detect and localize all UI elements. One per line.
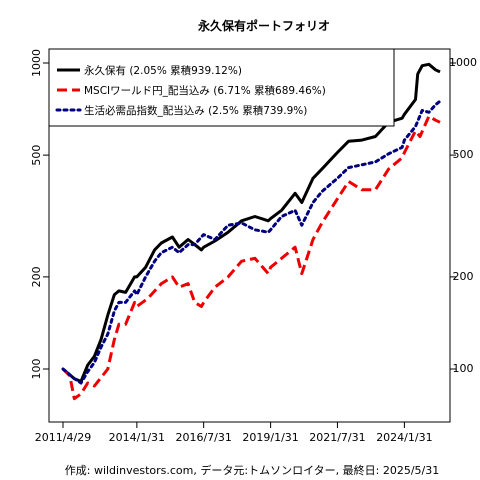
y-tick-label-left: 1000 (30, 49, 43, 77)
y-tick-label-right: 100 (453, 362, 474, 375)
legend-label-3: 生活必需品指数_配当込み (2.5% 累積739.9%) (84, 104, 307, 117)
x-axis: 2011/4/29 2014/1/31 2016/7/31 2019/1/31 2021… (35, 422, 433, 444)
legend-label-1: 永久保有 (2.05% 累積939.12%) (84, 64, 242, 77)
y-tick-label-left: 100 (30, 359, 43, 380)
series-layer (61, 62, 442, 401)
series-line-3 (61, 99, 442, 385)
legend-label-2: MSCIワールド円_配当込み (6.71% 累積689.46%) (84, 84, 326, 97)
y-tick-label-right: 200 (453, 270, 474, 283)
chart-caption: 作成: wildinvestors.com, データ元:トムソンロイター, 最終… (65, 463, 439, 477)
x-tick-label: 2019/1/31 (242, 431, 298, 444)
y-axis-right: 100 200 500 1000 (449, 56, 477, 375)
x-tick-label: 2014/1/31 (109, 431, 165, 444)
legend: 永久保有 (2.05% 累積939.12%) MSCIワールド円_配当込み (6.… (48, 48, 395, 127)
y-tick-label-right: 500 (453, 148, 474, 161)
legend-box (48, 48, 395, 127)
y-tick-label-left: 500 (30, 145, 43, 166)
y-tick-label-left: 200 (30, 266, 43, 287)
series-line-2 (61, 114, 441, 401)
chart-title: 永久保有ポートフォリオ (197, 18, 330, 33)
x-tick-label: 2024/1/31 (376, 431, 432, 444)
y-tick-label-right: 1000 (449, 56, 477, 69)
y-axis-left: 100 200 500 1000 (30, 49, 49, 380)
x-tick-label: 2016/7/31 (175, 431, 231, 444)
series-line-1 (62, 62, 441, 383)
x-tick-label: 2011/4/29 (35, 431, 91, 444)
x-tick-label: 2021/7/31 (309, 431, 365, 444)
